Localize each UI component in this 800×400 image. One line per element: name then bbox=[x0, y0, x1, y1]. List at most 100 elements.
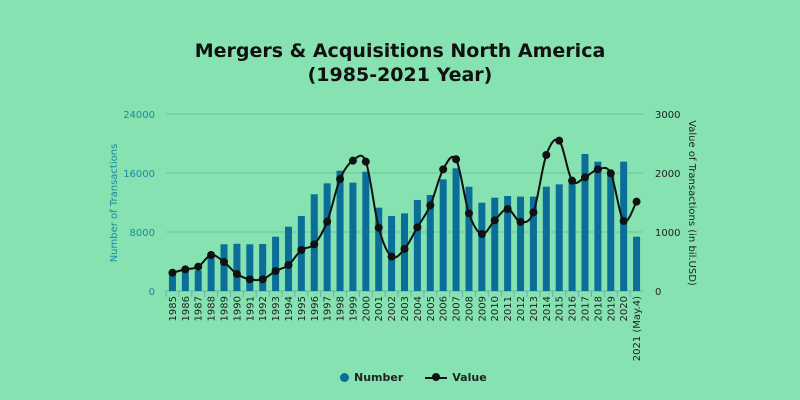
value-point bbox=[271, 266, 280, 275]
bar bbox=[413, 199, 421, 291]
bar bbox=[181, 271, 189, 291]
y2-axis-title: Value of Transactions (in bil.USD) bbox=[686, 120, 697, 286]
value-point bbox=[194, 262, 203, 271]
bar bbox=[581, 153, 589, 291]
legend-item-number[interactable]: Number bbox=[340, 371, 403, 384]
value-point bbox=[632, 197, 641, 206]
bar bbox=[452, 168, 460, 291]
x-tick-label: 1995 bbox=[297, 296, 308, 321]
legend-label: Value bbox=[452, 371, 487, 384]
value-point bbox=[207, 251, 216, 260]
x-tick-label: 2000 bbox=[361, 296, 372, 321]
value-point bbox=[387, 252, 396, 261]
x-tick-label: 2014 bbox=[542, 296, 553, 321]
value-point bbox=[181, 265, 190, 274]
y-axis-title: Number of Transactions bbox=[109, 144, 120, 263]
bar bbox=[323, 183, 331, 291]
value-point bbox=[516, 217, 525, 226]
legend-item-value[interactable]: Value bbox=[425, 371, 487, 384]
legend-marker-line-icon bbox=[425, 373, 448, 382]
value-point bbox=[464, 209, 473, 218]
value-point bbox=[529, 208, 538, 217]
y-tick-label: 24000 bbox=[123, 110, 155, 121]
bar bbox=[336, 170, 344, 291]
y2-tick-label: 0 bbox=[655, 287, 661, 298]
x-tick-label: 2020 bbox=[619, 296, 630, 321]
value-point bbox=[400, 244, 409, 253]
y2-tick-label: 1000 bbox=[655, 228, 680, 239]
value-point bbox=[555, 136, 564, 145]
x-tick-label: 2013 bbox=[529, 296, 540, 321]
value-point bbox=[503, 204, 512, 213]
x-tick-label: 2021 (May.4) bbox=[632, 296, 643, 361]
x-tick-label: 2016 bbox=[568, 296, 579, 321]
bar bbox=[465, 186, 473, 291]
bar bbox=[491, 197, 499, 291]
x-tick-label: 2004 bbox=[413, 296, 424, 321]
legend-label: Number bbox=[354, 371, 404, 384]
bar bbox=[568, 182, 576, 291]
bar bbox=[220, 244, 228, 291]
x-tick-label: 1994 bbox=[284, 296, 295, 321]
bar bbox=[620, 161, 628, 291]
value-point bbox=[593, 165, 602, 174]
bar bbox=[233, 243, 241, 291]
x-tick-label: 2002 bbox=[387, 296, 398, 321]
bar bbox=[259, 244, 267, 291]
x-tick-label: 1985 bbox=[168, 296, 179, 321]
value-point bbox=[477, 230, 486, 239]
value-point bbox=[232, 270, 241, 279]
value-point bbox=[258, 275, 267, 284]
value-point bbox=[426, 201, 435, 210]
value-point bbox=[374, 223, 383, 232]
chart-subtitle: (1985-2021 Year) bbox=[307, 64, 493, 86]
bar bbox=[426, 194, 434, 291]
value-point bbox=[490, 216, 499, 225]
chart-title: Mergers & Acquisitions North America bbox=[194, 40, 606, 62]
bar bbox=[555, 184, 563, 291]
bar bbox=[194, 270, 202, 291]
value-point bbox=[336, 175, 345, 184]
x-tick-label: 2001 bbox=[374, 296, 385, 321]
x-tick-label: 2008 bbox=[464, 296, 475, 321]
bar bbox=[607, 173, 615, 291]
x-tick-label: 2012 bbox=[516, 296, 527, 321]
x-tick-label: 1992 bbox=[258, 296, 269, 321]
value-point bbox=[297, 245, 306, 254]
bar bbox=[542, 186, 550, 291]
bar bbox=[375, 207, 383, 291]
x-tick-label: 1999 bbox=[348, 296, 359, 321]
x-tick-label: 2005 bbox=[426, 296, 437, 321]
value-point bbox=[619, 217, 628, 226]
value-point bbox=[413, 223, 422, 232]
bar bbox=[529, 196, 537, 291]
x-tick-label: 1989 bbox=[220, 296, 231, 321]
bar bbox=[207, 256, 215, 291]
bar bbox=[272, 236, 280, 291]
value-point bbox=[606, 169, 615, 178]
bar bbox=[284, 226, 292, 291]
bar bbox=[633, 236, 641, 291]
value-point bbox=[220, 258, 229, 267]
bar bbox=[517, 196, 525, 291]
y-tick-label: 8000 bbox=[130, 228, 155, 239]
x-tick-label: 2003 bbox=[400, 296, 411, 321]
y-tick-label: 0 bbox=[149, 287, 155, 298]
value-point bbox=[580, 173, 589, 182]
bar bbox=[439, 179, 447, 291]
value-point bbox=[361, 157, 370, 166]
x-tick-label: 2006 bbox=[439, 296, 450, 321]
x-tick-label: 2007 bbox=[452, 296, 463, 321]
bar bbox=[362, 171, 370, 291]
value-point bbox=[284, 260, 293, 269]
value-point bbox=[348, 156, 357, 165]
y2-tick-label: 2000 bbox=[655, 169, 680, 180]
value-point bbox=[542, 151, 551, 160]
x-tick-label: 1988 bbox=[207, 296, 218, 321]
x-tick-label: 2011 bbox=[503, 296, 514, 321]
bar bbox=[478, 202, 486, 291]
x-tick-label: 1987 bbox=[194, 296, 205, 321]
x-tick-label: 2015 bbox=[555, 296, 566, 321]
x-tick-label: 2018 bbox=[593, 296, 604, 321]
